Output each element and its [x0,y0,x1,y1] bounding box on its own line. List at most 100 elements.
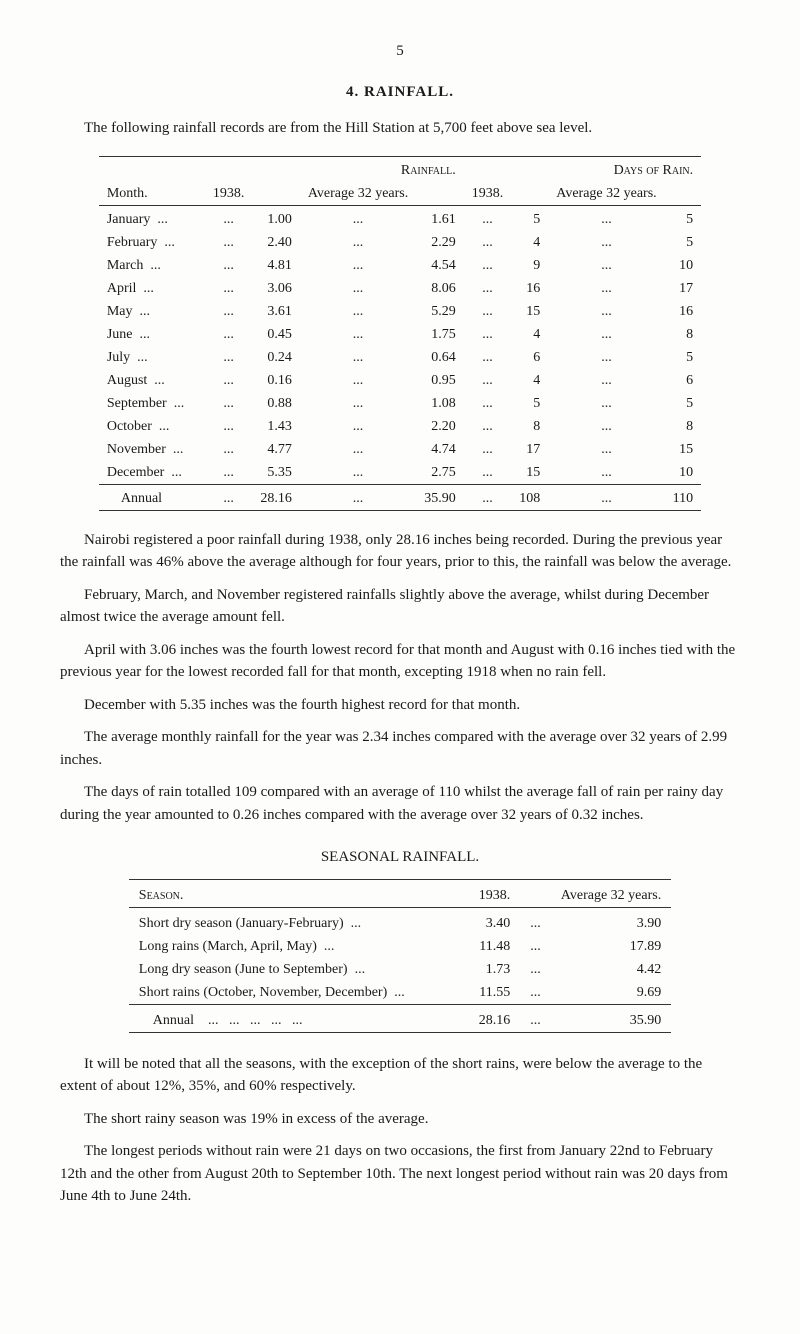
davg-cell: 8 [665,323,701,346]
seasonal-table: Season. 1938. Average 32 years. Short dr… [129,879,671,1037]
avg-cell: 4.74 [416,438,464,461]
body-paragraph: Nairobi registered a poor rainfall durin… [60,529,740,574]
seasonal-avg-cell: 9.69 [551,981,671,1005]
table-row: October ......1.43...2.20...8...8 [99,415,701,438]
davg-cell: 10 [665,254,701,277]
month-cell: November ... [99,438,205,461]
body-paragraph: It will be noted that all the seasons, w… [60,1053,740,1098]
seasonal-avg-cell: 17.89 [551,935,671,958]
r1938-cell: 0.24 [252,346,300,369]
table-row: July ......0.24...0.64...6...5 [99,346,701,369]
table-row: November ......4.77...4.74...17...15 [99,438,701,461]
d1938-cell: 4 [511,369,548,392]
season-cell: Short rains (October, November, December… [129,981,469,1005]
body-paragraph: The average monthly rainfall for the yea… [60,726,740,771]
r1938-cell: 3.06 [252,277,300,300]
body-paragraph: The days of rain totalled 109 compared w… [60,781,740,826]
d1938-cell: 5 [511,208,548,231]
seasonal-v-cell: 11.48 [469,935,521,958]
avg-cell: 1.75 [416,323,464,346]
r1938-cell: 4.81 [252,254,300,277]
month-cell: May ... [99,300,205,323]
d1938-cell: 15 [511,300,548,323]
year-header: 1938. [205,182,253,206]
month-cell: April ... [99,277,205,300]
r1938-cell: 3.61 [252,300,300,323]
r1938-cell: 5.35 [252,461,300,485]
r1938-cell: 0.45 [252,323,300,346]
intro-paragraph: The following rainfall records are from … [60,117,740,140]
davg-cell: 8 [665,415,701,438]
body-paragraph: April with 3.06 inches was the fourth lo… [60,639,740,684]
year2-header: 1938. [464,182,512,206]
seasonal-annual-avg: 35.90 [551,1009,671,1033]
r1938-cell: 1.00 [252,208,300,231]
annual-davg: 110 [665,487,701,511]
avg-header: Average 32 years. [300,182,416,206]
month-header: Month. [99,182,205,206]
davg-cell: 10 [665,461,701,485]
avg-cell: 0.95 [416,369,464,392]
rainfall-header: Rainfall. [401,163,456,178]
body-paragraph: December with 5.35 inches was the fourth… [60,694,740,717]
month-cell: February ... [99,231,205,254]
body-paragraph: The short rainy season was 19% in excess… [60,1108,740,1131]
r1938-cell: 4.77 [252,438,300,461]
avg-cell: 2.75 [416,461,464,485]
table-row: Short rains (October, November, December… [129,981,671,1005]
d1938-cell: 5 [511,392,548,415]
r1938-cell: 0.16 [252,369,300,392]
season-cell: Long rains (March, April, May) ... [129,935,469,958]
table-row: September ......0.88...1.08...5...5 [99,392,701,415]
annual-d1938: 108 [511,487,548,511]
table-row: June ......0.45...1.75...4...8 [99,323,701,346]
avg-cell: 2.29 [416,231,464,254]
body-paragraph: February, March, and November registered… [60,584,740,629]
page-number: 5 [60,40,740,63]
avg-cell: 1.61 [416,208,464,231]
table-row: Short dry season (January-February) ...3… [129,912,671,935]
davg-cell: 5 [665,392,701,415]
month-cell: August ... [99,369,205,392]
seasonal-v-cell: 1.73 [469,958,521,981]
season-cell: Long dry season (June to September) ... [129,958,469,981]
d1938-cell: 8 [511,415,548,438]
rainfall-table: Rainfall. Days of Rain. Month. 1938. Ave… [99,156,701,513]
seasonal-title: SEASONAL RAINFALL. [60,846,740,869]
annual-label: Annual [121,491,162,506]
davg-cell: 15 [665,438,701,461]
month-cell: September ... [99,392,205,415]
d1938-cell: 4 [511,323,548,346]
table-row: March ......4.81...4.54...9...10 [99,254,701,277]
month-cell: June ... [99,323,205,346]
annual-r1938: 28.16 [252,487,300,511]
d1938-cell: 4 [511,231,548,254]
d1938-cell: 16 [511,277,548,300]
d1938-cell: 6 [511,346,548,369]
table-row: January ......1.00...1.61...5...5 [99,208,701,231]
d1938-cell: 17 [511,438,548,461]
avg-cell: 8.06 [416,277,464,300]
month-cell: October ... [99,415,205,438]
r1938-cell: 1.43 [252,415,300,438]
r1938-cell: 0.88 [252,392,300,415]
davg-cell: 17 [665,277,701,300]
month-cell: July ... [99,346,205,369]
table-row: Long rains (March, April, May) ...11.48.… [129,935,671,958]
seasonal-v-cell: 11.55 [469,981,521,1005]
avg-cell: 5.29 [416,300,464,323]
davg-cell: 5 [665,231,701,254]
table-row: August ......0.16...0.95...4...6 [99,369,701,392]
seasonal-year-header: 1938. [469,884,521,908]
seasonal-v-cell: 3.40 [469,912,521,935]
table-row: May ......3.61...5.29...15...16 [99,300,701,323]
table-row: Long dry season (June to September) ...1… [129,958,671,981]
month-cell: March ... [99,254,205,277]
d1938-cell: 9 [511,254,548,277]
avg-cell: 0.64 [416,346,464,369]
seasonal-avg-cell: 4.42 [551,958,671,981]
davg-cell: 5 [665,346,701,369]
seasonal-avg-cell: 3.90 [551,912,671,935]
season-header: Season. [139,888,184,903]
days-of-rain-header: Days of Rain. [614,163,694,178]
